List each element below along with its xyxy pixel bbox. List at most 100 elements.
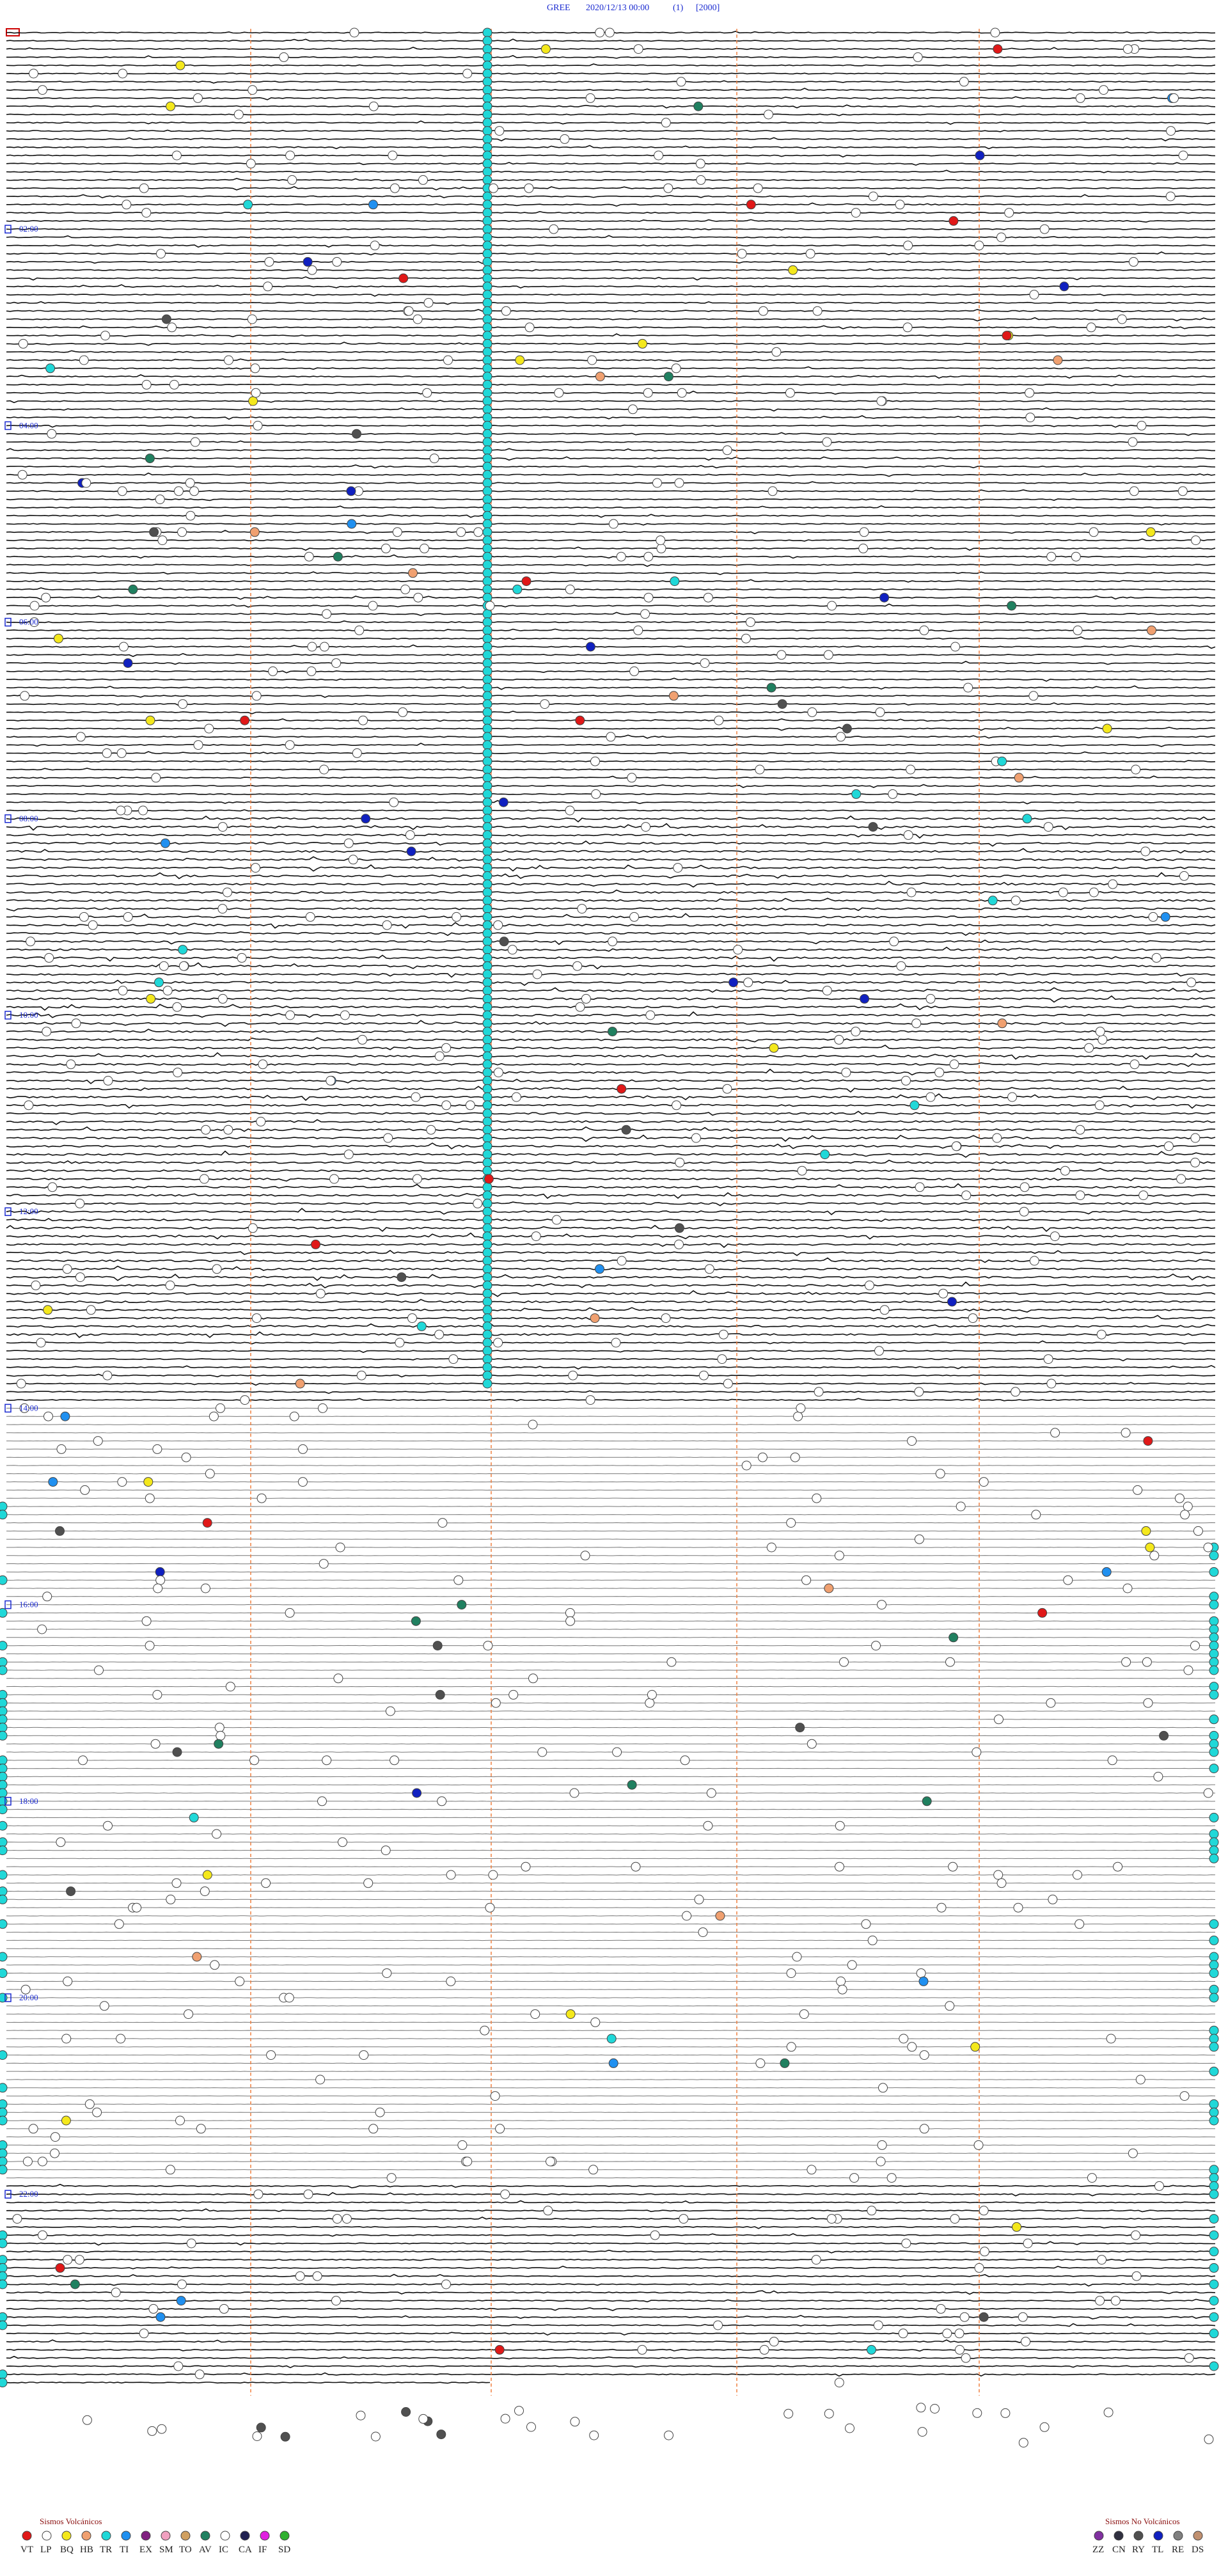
event-marker [0, 1689, 8, 1700]
trace [6, 743, 1216, 747]
trace [6, 1192, 1216, 1199]
event-marker [845, 2423, 854, 2433]
event-marker [1142, 1657, 1152, 1667]
trace [6, 1265, 1216, 1271]
event-marker [1131, 2230, 1141, 2240]
trace [6, 571, 1216, 576]
event-marker [849, 2173, 860, 2183]
event-marker [216, 1403, 225, 1413]
event-marker [482, 1051, 492, 1061]
trace [6, 317, 1216, 322]
event-marker [193, 93, 203, 103]
event-marker [1011, 1387, 1021, 1397]
event-marker [29, 68, 38, 79]
event-marker [780, 2058, 790, 2068]
event-marker [103, 1075, 113, 1086]
event-marker [482, 36, 492, 46]
event-marker [796, 1403, 806, 1413]
event-marker [482, 1150, 492, 1160]
event-marker [162, 986, 173, 996]
trace [6, 1322, 1216, 1329]
event-marker [249, 527, 260, 537]
event-marker [968, 1313, 978, 1324]
event-marker [797, 1166, 807, 1176]
legend-swatch [1094, 2531, 1104, 2541]
trace [6, 661, 1216, 665]
trace [6, 1224, 1216, 1232]
event-marker [672, 1100, 682, 1110]
event-marker [1019, 1182, 1030, 1192]
event-marker [482, 44, 492, 54]
event-marker [190, 437, 200, 447]
event-marker [616, 551, 626, 562]
event-marker [1209, 2025, 1219, 2035]
event-marker [287, 175, 297, 185]
event-marker [1106, 2034, 1116, 2044]
event-marker [1103, 2407, 1114, 2417]
event-marker [482, 200, 492, 210]
event-marker [0, 1952, 8, 1962]
event-marker [75, 1198, 85, 1208]
event-marker [0, 1870, 8, 1880]
event-marker [482, 633, 492, 644]
trace [6, 235, 1216, 239]
event-marker [641, 822, 651, 832]
event-marker [156, 249, 166, 259]
event-marker [877, 2140, 887, 2150]
event-marker [178, 945, 188, 955]
event-marker [482, 642, 492, 652]
event-marker [186, 2238, 196, 2248]
event-marker [482, 789, 492, 799]
event-marker [812, 306, 823, 316]
event-marker [482, 281, 492, 292]
event-marker [20, 1984, 31, 1995]
event-marker [225, 1682, 235, 1692]
trace [6, 276, 1216, 281]
event-marker [834, 1034, 844, 1045]
event-marker [383, 1133, 393, 1143]
trace [6, 284, 1216, 288]
legend-code: RE [1172, 2545, 1184, 2555]
event-marker [745, 617, 755, 628]
event-marker [1089, 527, 1099, 537]
event-marker [284, 1993, 294, 2003]
event-marker [1050, 1428, 1060, 1438]
event-marker [370, 2431, 381, 2442]
event-marker [175, 2115, 185, 2126]
event-marker [138, 805, 148, 816]
event-marker [1193, 1526, 1203, 1536]
legend-swatch [22, 2531, 32, 2541]
event-marker [879, 1305, 890, 1315]
event-marker [914, 1387, 924, 1397]
header: GREE 2020/12/13 00:00 (1) [2000] [547, 3, 720, 13]
event-marker [783, 2408, 794, 2419]
event-marker [1007, 601, 1017, 611]
event-marker [1159, 1730, 1169, 1741]
event-marker [1209, 1592, 1219, 1602]
event-marker [482, 1109, 492, 1119]
event-marker [482, 1100, 492, 1110]
event-marker [249, 1755, 260, 1766]
event-marker [1110, 2296, 1121, 2306]
event-marker [935, 1469, 945, 1479]
event-marker [1053, 355, 1063, 365]
event-marker [914, 1534, 924, 1544]
event-marker [354, 625, 365, 635]
trace [6, 809, 1216, 812]
trace [6, 498, 1216, 502]
trace [6, 793, 1216, 796]
event-marker [482, 609, 492, 619]
event-marker [979, 2206, 989, 2216]
event-marker [970, 2042, 980, 2052]
event-marker [200, 1583, 210, 1593]
event-marker [737, 249, 747, 259]
event-marker [1203, 1788, 1213, 1798]
event-marker [102, 748, 112, 758]
event-marker [204, 723, 214, 734]
event-marker [996, 232, 1006, 242]
event-marker [595, 28, 605, 38]
trace [6, 1020, 1216, 1027]
legend-code: DS [1192, 2545, 1204, 2555]
event-marker [482, 961, 492, 971]
event-marker [627, 1780, 637, 1790]
